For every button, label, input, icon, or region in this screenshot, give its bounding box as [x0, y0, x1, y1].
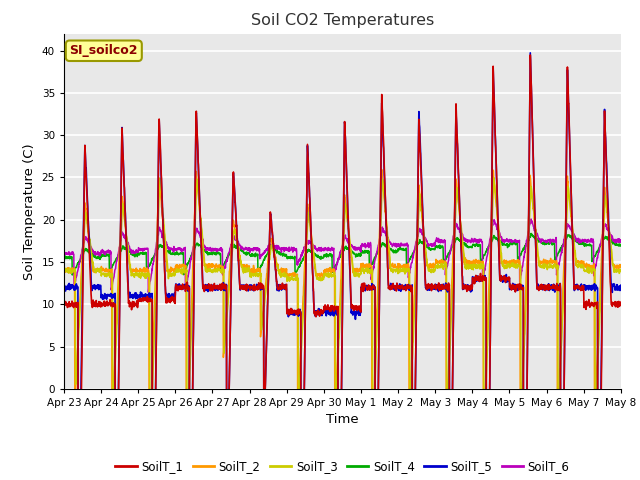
SoilT_6: [527, 216, 535, 222]
SoilT_1: [504, 275, 512, 280]
SoilT_5: [568, 220, 576, 226]
SoilT_2: [60, 269, 68, 275]
SoilT_4: [617, 242, 625, 248]
SoilT_3: [371, 390, 379, 396]
SoilT_6: [359, 243, 367, 249]
SoilT_6: [584, 237, 591, 243]
SoilT_6: [568, 228, 576, 233]
SoilT_3: [60, 267, 68, 273]
SoilT_2: [505, 259, 513, 265]
SoilT_6: [504, 239, 512, 244]
SoilT_4: [359, 248, 367, 254]
SoilT_1: [527, 52, 534, 58]
SoilT_1: [60, 300, 68, 306]
SoilT_6: [216, 248, 223, 253]
SoilT_3: [617, 267, 625, 273]
SoilT_2: [371, 367, 379, 372]
SoilT_4: [371, 254, 379, 260]
SoilT_5: [617, 282, 625, 288]
SoilT_2: [368, 453, 376, 458]
SoilT_6: [371, 259, 379, 264]
Title: Soil CO2 Temperatures: Soil CO2 Temperatures: [251, 13, 434, 28]
SoilT_3: [568, 221, 576, 227]
SoilT_6: [145, 289, 152, 295]
SoilT_3: [584, 264, 591, 270]
Legend: SoilT_1, SoilT_2, SoilT_3, SoilT_4, SoilT_5, SoilT_6: SoilT_1, SoilT_2, SoilT_3, SoilT_4, Soil…: [111, 455, 574, 478]
SoilT_4: [504, 243, 512, 249]
SoilT_2: [617, 264, 625, 269]
SoilT_2: [378, 167, 385, 172]
Text: SI_soilco2: SI_soilco2: [70, 44, 138, 57]
SoilT_5: [584, 283, 591, 289]
SoilT_4: [584, 242, 591, 248]
SoilT_4: [216, 251, 223, 257]
SoilT_4: [68, 272, 76, 278]
Line: SoilT_2: SoilT_2: [64, 169, 621, 456]
SoilT_6: [60, 251, 68, 257]
SoilT_2: [568, 224, 576, 229]
SoilT_5: [216, 285, 223, 290]
SoilT_4: [60, 254, 68, 260]
SoilT_4: [527, 230, 535, 236]
SoilT_3: [146, 462, 154, 468]
SoilT_2: [584, 263, 591, 268]
SoilT_1: [216, 283, 223, 289]
SoilT_2: [216, 262, 223, 268]
SoilT_3: [216, 266, 223, 272]
SoilT_1: [358, 281, 366, 287]
Y-axis label: Soil Temperature (C): Soil Temperature (C): [23, 143, 36, 279]
SoilT_3: [359, 268, 367, 274]
SoilT_5: [358, 284, 366, 289]
SoilT_1: [568, 217, 576, 223]
SoilT_5: [527, 50, 534, 56]
SoilT_3: [490, 175, 498, 181]
Line: SoilT_3: SoilT_3: [64, 178, 621, 465]
Line: SoilT_6: SoilT_6: [64, 219, 621, 292]
SoilT_1: [584, 300, 591, 306]
Line: SoilT_4: SoilT_4: [64, 233, 621, 275]
SoilT_4: [568, 236, 576, 242]
SoilT_5: [60, 282, 68, 288]
Line: SoilT_5: SoilT_5: [64, 53, 621, 480]
SoilT_5: [504, 276, 512, 281]
SoilT_3: [505, 263, 513, 269]
SoilT_2: [358, 264, 366, 270]
SoilT_1: [617, 300, 625, 306]
X-axis label: Time: Time: [326, 413, 358, 426]
Line: SoilT_1: SoilT_1: [64, 55, 621, 480]
SoilT_1: [371, 284, 378, 290]
SoilT_6: [617, 239, 625, 245]
SoilT_5: [371, 285, 378, 291]
